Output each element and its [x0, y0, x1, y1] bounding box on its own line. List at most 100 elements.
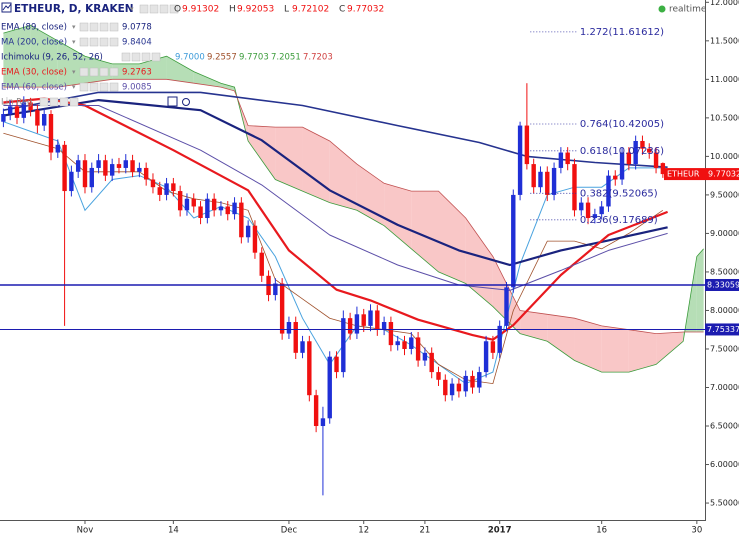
- dropdown-arrow: ▾: [72, 83, 76, 91]
- candle-body: [592, 214, 598, 219]
- candle-body: [409, 337, 414, 349]
- legend-icon: [89, 82, 99, 92]
- candle-body: [245, 225, 251, 238]
- candle-body: [422, 352, 428, 361]
- legend-icon: [79, 67, 89, 77]
- candle-body: [313, 395, 319, 427]
- last-price-tag: [664, 168, 739, 181]
- x-tick-label: 14: [168, 526, 179, 536]
- x-tick-label: Dec: [281, 526, 298, 536]
- cloud-segment: [656, 332, 684, 365]
- candle-body: [477, 372, 482, 388]
- cloud-segment: [520, 310, 548, 342]
- y-tick-label: 6.50000: [710, 422, 739, 431]
- cloud-segment: [356, 164, 385, 226]
- candle-body: [157, 187, 162, 195]
- candle-body: [28, 102, 33, 111]
- indicator-line: [3, 105, 668, 291]
- indicator-lines: [3, 91, 669, 341]
- candle-body: [116, 164, 122, 168]
- candle-body: [613, 175, 618, 180]
- legend-icon: [99, 37, 109, 47]
- legend-icon: [49, 97, 59, 107]
- chart-icon: [1, 2, 12, 13]
- legend-icon: [69, 97, 79, 107]
- y-tick-label: 7.50000: [710, 344, 739, 353]
- chart-icon-line: [2, 3, 12, 11]
- candles: [1, 83, 666, 496]
- readout-label: C: [339, 5, 345, 15]
- candle-body: [35, 110, 40, 126]
- cloud-segment: [601, 325, 629, 373]
- candle-body: [653, 152, 659, 168]
- readout-label: H: [229, 5, 236, 15]
- cloud-segment: [166, 56, 194, 84]
- candle-body: [62, 144, 67, 192]
- candle-body: [21, 102, 26, 118]
- status-label: realtime: [669, 5, 707, 15]
- candle-body: [388, 322, 394, 346]
- candle-body: [7, 106, 13, 115]
- candle-body: [436, 372, 441, 380]
- candle-body: [69, 171, 74, 192]
- candle-body: [531, 164, 536, 188]
- fib-label: 0.382(9.52065): [580, 188, 658, 199]
- candle-body: [579, 202, 584, 211]
- cloud-segment: [84, 56, 113, 84]
- candle-body: [551, 167, 557, 195]
- last-price-symbol: ETHEUR: [667, 170, 700, 179]
- candle-body: [75, 160, 81, 172]
- cloud-segment: [438, 191, 466, 284]
- candle-body: [307, 341, 312, 396]
- visibility-icon: [182, 98, 190, 106]
- y-tick-label: 12.00000: [710, 0, 739, 7]
- legend-icon: [79, 22, 89, 32]
- symbol-title: ETHEUR, D, KRAKEN: [14, 3, 134, 15]
- cloud-segment: [628, 329, 657, 373]
- candle-body: [606, 175, 611, 207]
- y-tick-label: 11.00000: [710, 75, 739, 84]
- legend-value: 9.2557: [207, 53, 237, 63]
- candle-body: [225, 206, 230, 215]
- cloud-segment: [30, 25, 58, 88]
- legend-icon: [99, 22, 109, 32]
- candle-body: [347, 318, 353, 334]
- candle-body: [524, 125, 530, 165]
- cloud-segment: [411, 191, 439, 272]
- fib-label: 1.272(11.61612): [580, 27, 664, 38]
- legend-value: 7.2051: [271, 53, 301, 63]
- candle-body: [137, 167, 142, 172]
- candle-body: [395, 341, 400, 346]
- legend-icon: [109, 22, 119, 32]
- candle-body: [103, 160, 108, 176]
- legend-icon: [149, 4, 159, 14]
- candle-body: [456, 383, 462, 392]
- candle-body: [490, 341, 496, 353]
- candle-body: [279, 283, 285, 334]
- candle-body: [375, 310, 380, 330]
- candle-body: [545, 171, 550, 195]
- candle-body: [273, 283, 278, 296]
- candle-body: [633, 140, 638, 165]
- candle-body: [184, 198, 190, 211]
- hline-tag: [705, 323, 739, 336]
- y-tick-label: 5.50000: [710, 499, 739, 508]
- dropdown-arrow: ▾: [72, 68, 76, 76]
- candle-body: [205, 198, 210, 219]
- cloud-segment: [220, 83, 235, 91]
- indicator-line: [3, 91, 668, 168]
- candle-body: [619, 152, 625, 180]
- ichimoku-cloud: [3, 24, 704, 385]
- legend-icon: [99, 82, 109, 92]
- candle-body: [361, 314, 366, 326]
- hline-tag-label: 7.75337: [707, 325, 739, 334]
- candle-body: [368, 310, 373, 326]
- candle-body: [443, 379, 448, 396]
- candle-body: [402, 341, 407, 349]
- legend-icon: [169, 4, 179, 14]
- readout-label: L: [284, 5, 289, 15]
- indicator-line: [3, 97, 669, 341]
- cloud-segment: [384, 183, 412, 249]
